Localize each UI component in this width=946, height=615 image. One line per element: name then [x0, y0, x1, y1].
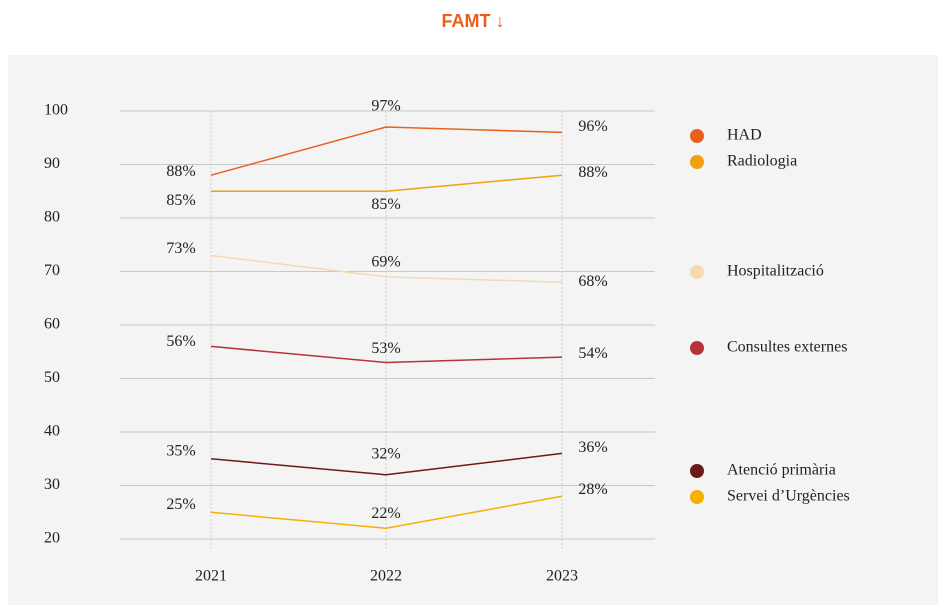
data-label: 68% — [578, 273, 607, 290]
data-label: 73% — [166, 240, 195, 257]
series-line — [211, 174, 563, 192]
data-label: 88% — [578, 164, 607, 181]
data-label: 22% — [371, 505, 400, 522]
y-tick-label: 30 — [44, 476, 60, 493]
chart-title: FAMT ↓ — [442, 11, 505, 31]
legend-marker — [690, 464, 704, 478]
legend-marker — [690, 341, 704, 355]
data-label: 28% — [578, 481, 607, 498]
legend-label: Hospitalització — [727, 263, 824, 280]
legend-marker — [690, 265, 704, 279]
y-tick-label: 90 — [44, 155, 60, 172]
panel — [8, 55, 938, 605]
x-tick-label: 2021 — [195, 568, 227, 585]
data-label: 35% — [166, 442, 195, 459]
legend-marker — [690, 129, 704, 143]
y-tick-label: 60 — [44, 316, 60, 333]
legend-label: Atenció primària — [727, 462, 836, 479]
x-tick-label: 2022 — [370, 568, 402, 585]
legend-marker — [690, 490, 704, 504]
y-tick-label: 70 — [44, 262, 60, 279]
series-line — [210, 452, 563, 476]
y-tick-label: 100 — [44, 102, 68, 119]
data-label: 69% — [371, 254, 400, 271]
legend-label: Servei d’Urgències — [727, 488, 850, 505]
legend-label: Consultes externes — [727, 339, 847, 356]
legend-label: HAD — [727, 127, 762, 144]
series-line — [210, 345, 563, 364]
legend-label: Radiologia — [727, 153, 797, 170]
x-tick-label: 2023 — [546, 568, 578, 585]
data-label: 56% — [166, 333, 195, 350]
y-tick-label: 50 — [44, 369, 60, 386]
data-label: 25% — [166, 496, 195, 513]
series-line — [210, 495, 563, 530]
series-line — [210, 126, 563, 176]
data-label: 88% — [166, 163, 195, 180]
data-label: 96% — [578, 118, 607, 135]
data-label: 85% — [371, 196, 400, 213]
legend-marker — [690, 155, 704, 169]
data-label: 32% — [371, 445, 400, 462]
series-line — [210, 254, 563, 283]
data-label: 36% — [578, 439, 607, 456]
data-label: 54% — [578, 345, 607, 362]
data-label: 53% — [371, 340, 400, 357]
y-tick-label: 80 — [44, 209, 60, 226]
y-tick-label: 20 — [44, 530, 60, 547]
data-label: 85% — [166, 192, 195, 209]
y-tick-label: 40 — [44, 423, 60, 440]
data-label: 97% — [371, 98, 400, 115]
